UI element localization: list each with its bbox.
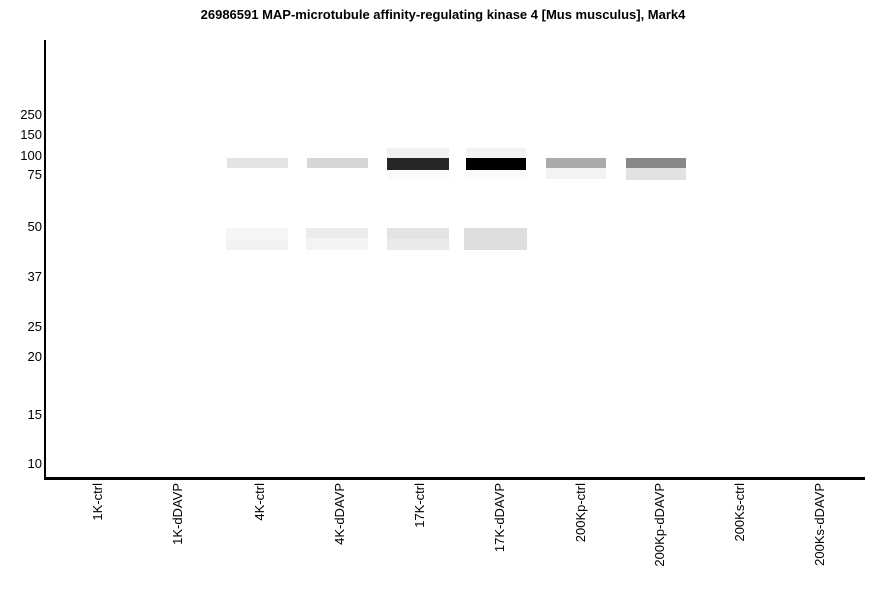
y-axis-line <box>44 40 46 480</box>
gel-band <box>546 168 606 179</box>
gel-band <box>546 158 606 168</box>
gel-band <box>466 158 526 170</box>
lane-label: 200Ks-dDAVP <box>812 483 827 566</box>
gel-band <box>306 228 368 238</box>
lane-label: 200Kp-dDAVP <box>652 483 667 567</box>
gel-band <box>306 238 368 250</box>
lane-label: 4K-ctrl <box>252 483 267 521</box>
y-tick-label: 100 <box>20 148 42 163</box>
lane-label: 200Ks-ctrl <box>732 483 747 542</box>
y-tick-label: 150 <box>20 127 42 142</box>
gel-band <box>464 228 527 250</box>
y-tick-label: 250 <box>20 107 42 122</box>
gel-band <box>387 170 449 179</box>
lane-label: 1K-ctrl <box>90 483 105 521</box>
y-tick-label: 10 <box>27 456 42 471</box>
gel-band <box>307 158 368 168</box>
chart-title: 26986591 MAP-microtubule affinity-regula… <box>200 7 686 22</box>
y-tick-label: 75 <box>27 167 42 182</box>
y-tick-label: 37 <box>27 269 42 284</box>
y-tick-label: 20 <box>27 349 42 364</box>
x-axis-line <box>44 477 865 480</box>
gel-band <box>466 170 526 179</box>
gel-band <box>387 239 449 250</box>
gel-band <box>466 148 526 158</box>
lane-label: 17K-dDAVP <box>492 483 507 553</box>
gel-band <box>626 168 686 180</box>
lane-label: 200Kp-ctrl <box>573 483 588 543</box>
y-tick-label: 25 <box>27 319 42 334</box>
gel-band <box>626 158 686 168</box>
gel-band <box>227 158 288 168</box>
gel-band <box>387 148 449 158</box>
y-tick-label: 50 <box>27 219 42 234</box>
y-tick-label: 15 <box>27 407 42 422</box>
gel-band <box>387 158 449 170</box>
gel-band <box>226 228 288 240</box>
lane-label: 4K-dDAVP <box>332 483 347 545</box>
lane-label: 17K-ctrl <box>412 483 427 528</box>
lane-label: 1K-dDAVP <box>170 483 185 545</box>
gel-band <box>387 228 449 239</box>
gel-band <box>226 240 288 250</box>
